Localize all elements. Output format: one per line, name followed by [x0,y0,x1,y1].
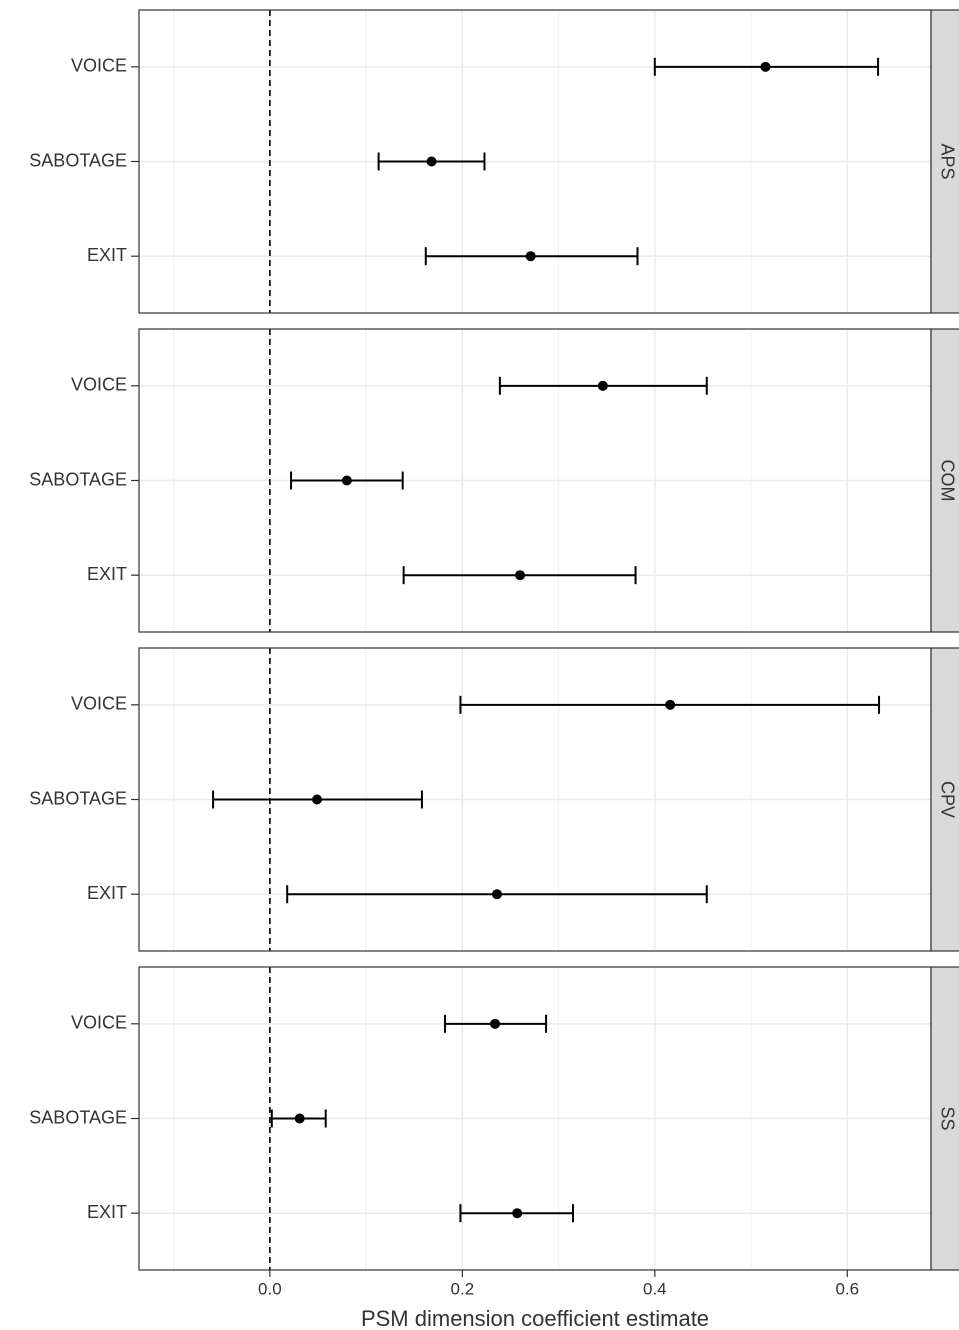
point [426,156,437,167]
y-tick-label: VOICE [71,1013,127,1033]
y-tick-label: EXIT [87,883,127,903]
y-tick-label: EXIT [87,1202,127,1222]
strip [930,328,959,633]
strip-label: COM [937,460,957,502]
y-tick-label: EXIT [87,245,127,265]
strip [930,966,959,1271]
strip-label: CPV [937,781,957,818]
y-tick-label: SABOTAGE [29,469,127,489]
x-tick-label: 0.0 [258,1279,282,1298]
point [490,1018,501,1029]
point [665,699,676,710]
y-tick-label: VOICE [71,56,127,76]
x-axis-title: PSM dimension coefficient estimate [361,1306,709,1330]
point [760,61,771,72]
y-tick-label: SABOTAGE [29,788,127,808]
point [597,380,608,391]
point [491,889,502,900]
y-tick-label: VOICE [71,375,127,395]
y-tick-label: SABOTAGE [29,150,127,170]
x-tick-label: 0.2 [451,1279,475,1298]
y-tick-label: SABOTAGE [29,1107,127,1127]
point [512,1208,523,1219]
y-tick-label: VOICE [71,694,127,714]
strip-label: SS [937,1106,957,1130]
strip [930,647,959,952]
strip [930,9,959,314]
point [341,475,352,486]
x-tick-label: 0.6 [835,1279,859,1298]
point [515,570,526,581]
point [525,251,536,262]
strip-label: APS [937,143,957,179]
x-tick-label: 0.4 [643,1279,667,1298]
point [294,1113,305,1124]
point [312,794,323,805]
y-tick-label: EXIT [87,564,127,584]
